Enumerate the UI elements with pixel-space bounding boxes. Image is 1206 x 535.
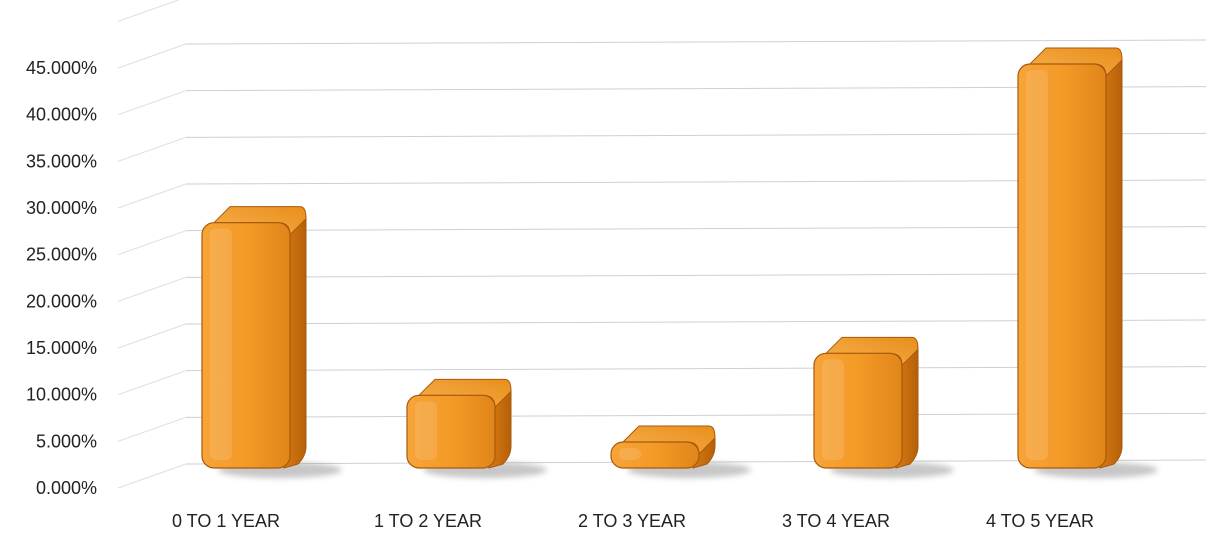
y-tick-label: 45.000% [26,58,97,78]
bar-front [610,441,700,469]
bars [201,47,1158,478]
bar-highlight [1026,70,1048,460]
bar-highlight [822,359,844,460]
gridline-perspective [117,276,187,302]
gridline-perspective [117,230,187,256]
x-category-label: 4 TO 5 YEAR [986,511,1094,531]
gridline-perspective [117,463,187,489]
y-tick-label: 20.000% [26,291,97,311]
bar-5 [1017,47,1158,478]
bar-2 [406,378,547,478]
gridline-perspective [117,136,187,162]
bar-highlight [210,228,232,460]
gridline-perspective [117,90,187,116]
bar-4 [813,336,954,478]
y-tick-label: 40.000% [26,105,97,125]
gridline-perspective [117,0,180,22]
gridline-perspective [117,183,187,209]
y-tick-label: 15.000% [26,338,97,358]
y-tick-label: 10.000% [26,385,97,405]
x-category-label: 1 TO 2 YEAR [374,511,482,531]
bar-front [406,394,496,469]
gridline-perspective [117,370,187,396]
y-tick-label: 35.000% [26,151,97,171]
bar-front [1017,63,1107,469]
y-tick-label: 25.000% [26,245,97,265]
gridline-perspective [117,43,187,69]
x-category-label: 0 TO 1 YEAR [172,511,280,531]
y-tick-label: 5.000% [36,431,97,451]
bar-front [201,222,291,469]
x-category-label: 2 TO 3 YEAR [578,511,686,531]
x-category-label: 3 TO 4 YEAR [782,511,890,531]
y-axis-tick-labels: 0.000% 5.000% 10.000% 15.000% 20.000% 25.000%… [26,58,97,498]
gridline-perspective [117,323,187,349]
bar-front [813,352,903,469]
bar-highlight [619,448,641,460]
gridline [185,39,1206,45]
bar-1 [201,206,342,478]
y-tick-label: 0.000% [36,478,97,498]
x-axis-category-labels: 0 TO 1 YEAR 1 TO 2 YEAR 2 TO 3 YEAR 3 TO 4 … [172,511,1094,531]
y-tick-label: 30.000% [26,198,97,218]
gridline-perspective [117,416,187,442]
bar-highlight [415,401,437,460]
bar-3 [610,425,751,478]
